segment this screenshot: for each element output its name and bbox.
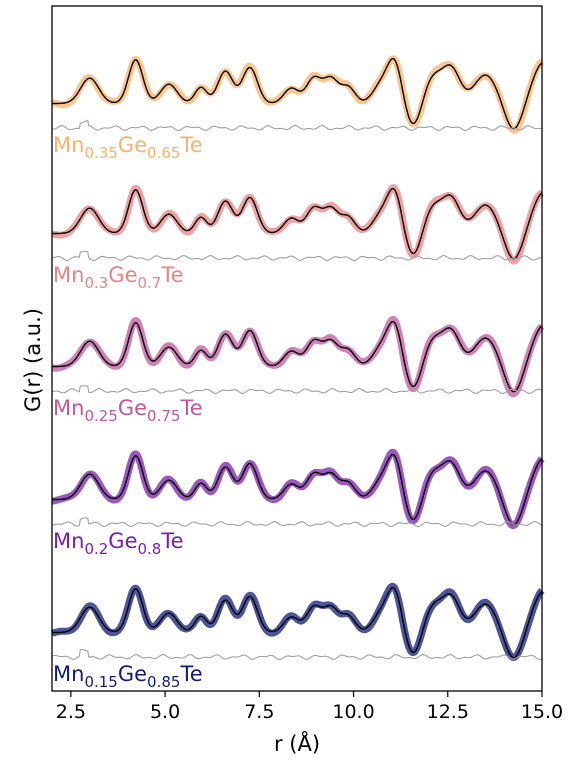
- label-text: Mn: [53, 396, 84, 420]
- series-4: [49, 582, 545, 661]
- label-text: Ge: [118, 133, 147, 157]
- label-text: Ge: [108, 529, 137, 553]
- label-subscript: 0.25: [84, 407, 117, 425]
- fit-curve: [52, 187, 543, 260]
- label-subscript: 0.2: [84, 540, 108, 558]
- label-text: Ge: [118, 396, 147, 420]
- x-tick-label: 2.5: [56, 701, 86, 723]
- series-2: [49, 315, 545, 398]
- difference-curve: [52, 250, 542, 261]
- label-subscript: 0.7: [138, 274, 162, 292]
- label-subscript: 0.35: [84, 144, 117, 162]
- fit-curve: [52, 453, 543, 526]
- x-axis-ticks: 2.5 5.0 7.5 10.0 12.5 15.0: [56, 691, 563, 723]
- sample-label: Mn0.25Ge0.75Te: [53, 396, 203, 425]
- difference-curve: [51, 385, 543, 394]
- plot-frame: [51, 5, 543, 692]
- series-layer: [49, 55, 545, 661]
- x-tick-label: 15.0: [521, 701, 563, 723]
- series-0: [49, 55, 545, 134]
- fit-curve: [52, 586, 543, 659]
- data-curve: [49, 448, 545, 529]
- data-curve: [49, 184, 545, 265]
- difference-curve: [51, 517, 543, 527]
- series-3: [49, 448, 545, 529]
- x-tick-label: 5.0: [150, 701, 180, 723]
- series-1: [49, 184, 545, 265]
- label-text: Te: [160, 529, 183, 553]
- x-tick-label: 10.0: [332, 701, 374, 723]
- label-text: Te: [179, 396, 202, 420]
- sample-labels: Mn0.35Ge0.65TeMn0.3Ge0.7TeMn0.25Ge0.75Te…: [53, 133, 203, 691]
- difference-curve: [51, 119, 543, 131]
- fit-curve: [52, 57, 543, 130]
- label-text: Mn: [53, 662, 84, 686]
- label-text: Ge: [118, 662, 147, 686]
- label-text: Mn: [53, 263, 84, 287]
- label-text: Mn: [53, 529, 84, 553]
- sample-label: Mn0.2Ge0.8Te: [53, 529, 184, 558]
- data-curve: [49, 582, 545, 661]
- x-axis-label: r (Å): [274, 730, 320, 756]
- label-subscript: 0.75: [147, 407, 180, 425]
- data-curve: [49, 315, 545, 398]
- label-subscript: 0.65: [147, 144, 180, 162]
- label-text: Te: [160, 263, 183, 287]
- label-text: Ge: [108, 263, 137, 287]
- label-subscript: 0.85: [147, 673, 180, 691]
- label-text: Te: [179, 133, 202, 157]
- sample-label: Mn0.3Ge0.7Te: [53, 263, 184, 292]
- sample-label: Mn0.35Ge0.65Te: [53, 133, 203, 162]
- label-subscript: 0.8: [138, 540, 162, 558]
- label-text: Mn: [53, 133, 84, 157]
- y-axis-label: G(r) (a.u.): [21, 308, 45, 412]
- difference-curve: [51, 648, 543, 660]
- fit-curve: [52, 320, 543, 393]
- x-tick-label: 12.5: [427, 701, 469, 723]
- label-subscript: 0.15: [84, 673, 117, 691]
- data-curve: [49, 55, 545, 134]
- label-subscript: 0.3: [84, 274, 108, 292]
- x-tick-label: 7.5: [244, 701, 274, 723]
- sample-label: Mn0.15Ge0.85Te: [53, 662, 203, 691]
- label-text: Te: [179, 662, 202, 686]
